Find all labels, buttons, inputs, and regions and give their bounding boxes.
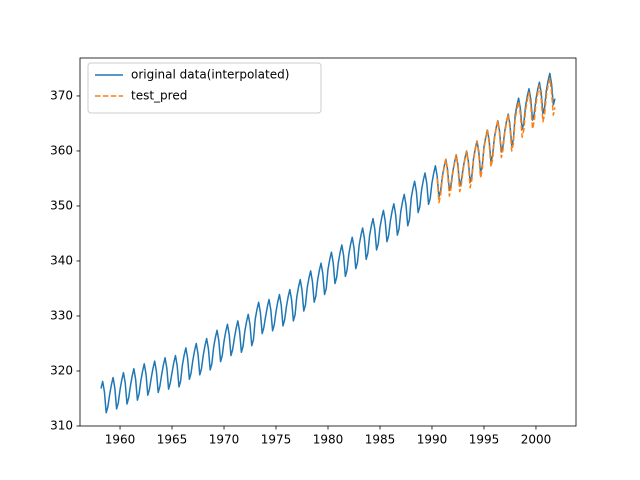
y-tick-label: 320: [50, 363, 73, 377]
x-tick-label: 1975: [261, 433, 292, 447]
x-tick-label: 2000: [521, 433, 552, 447]
legend-label: test_pred: [131, 89, 187, 103]
x-tick-label: 1990: [417, 433, 448, 447]
legend: original data(interpolated) test_pred: [87, 62, 322, 114]
y-tick-label: 310: [50, 419, 73, 433]
series-line: [100, 72, 556, 414]
y-tick-label: 370: [50, 88, 73, 102]
legend-box: [87, 62, 322, 114]
y-tick-label: 340: [50, 253, 73, 267]
legend-label: original data(interpolated): [131, 68, 289, 82]
y-tick-label: 360: [50, 143, 73, 157]
x-tick-label: 1995: [469, 433, 500, 447]
x-tick-label: 1980: [313, 433, 344, 447]
series-line: [436, 77, 556, 204]
x-tick-label: 1970: [209, 433, 240, 447]
x-tick-label: 1960: [105, 433, 136, 447]
y-tick-label: 330: [50, 308, 73, 322]
x-tick-label: 1965: [157, 433, 188, 447]
y-tick-label: 350: [50, 198, 73, 212]
x-tick-label: 1985: [365, 433, 396, 447]
